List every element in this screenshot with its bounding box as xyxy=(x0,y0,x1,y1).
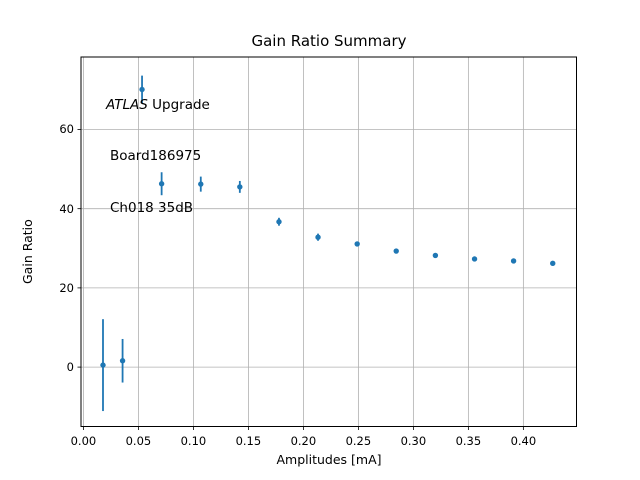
y-tick-label: 0 xyxy=(66,360,74,375)
y-tick-label: 60 xyxy=(59,122,74,137)
data-point xyxy=(550,260,556,267)
data-point xyxy=(354,241,360,247)
data-point xyxy=(119,358,126,364)
data-point xyxy=(432,252,439,259)
x-tick-label: 0.15 xyxy=(235,434,262,448)
annotation-board: Board186975 xyxy=(110,148,202,165)
annotation-box: ATLAS Upgrade Board186975 Ch018 35dB xyxy=(106,62,210,235)
x-tick-label: 0.25 xyxy=(345,434,372,448)
data-point xyxy=(471,256,478,262)
annotation-line-1: ATLAS Upgrade xyxy=(106,97,210,114)
annotation-line-1-rest: Upgrade xyxy=(147,96,210,113)
x-axis-label: Amplitudes [mA] xyxy=(276,452,382,467)
data-point xyxy=(100,362,106,368)
axes-frame xyxy=(80,56,577,427)
y-tick-label: 20 xyxy=(59,280,74,295)
chart-title: Gain Ratio Summary xyxy=(251,32,407,50)
y-tick-label: 40 xyxy=(59,201,74,216)
annotation-channel: Ch018 35dB xyxy=(110,200,194,217)
data-point xyxy=(276,219,282,225)
data-point xyxy=(139,86,145,93)
data-point xyxy=(315,234,321,240)
data-point xyxy=(198,181,204,187)
x-tick-label: 0.05 xyxy=(125,434,152,448)
experiment-name: ATLAS xyxy=(106,96,148,113)
x-tick-label: 0.40 xyxy=(510,434,537,448)
x-tick-label: 0.20 xyxy=(290,434,317,448)
data-point xyxy=(393,248,399,254)
x-tick-label: 0.30 xyxy=(400,434,427,448)
x-tick-label: 0.35 xyxy=(455,434,482,448)
data-point xyxy=(510,258,517,264)
x-tick-label: 0.00 xyxy=(70,434,97,448)
data-point xyxy=(237,184,243,190)
data-point xyxy=(158,181,165,187)
y-axis-label: Gain Ratio xyxy=(20,219,35,284)
x-tick-label: 0.10 xyxy=(180,434,207,448)
